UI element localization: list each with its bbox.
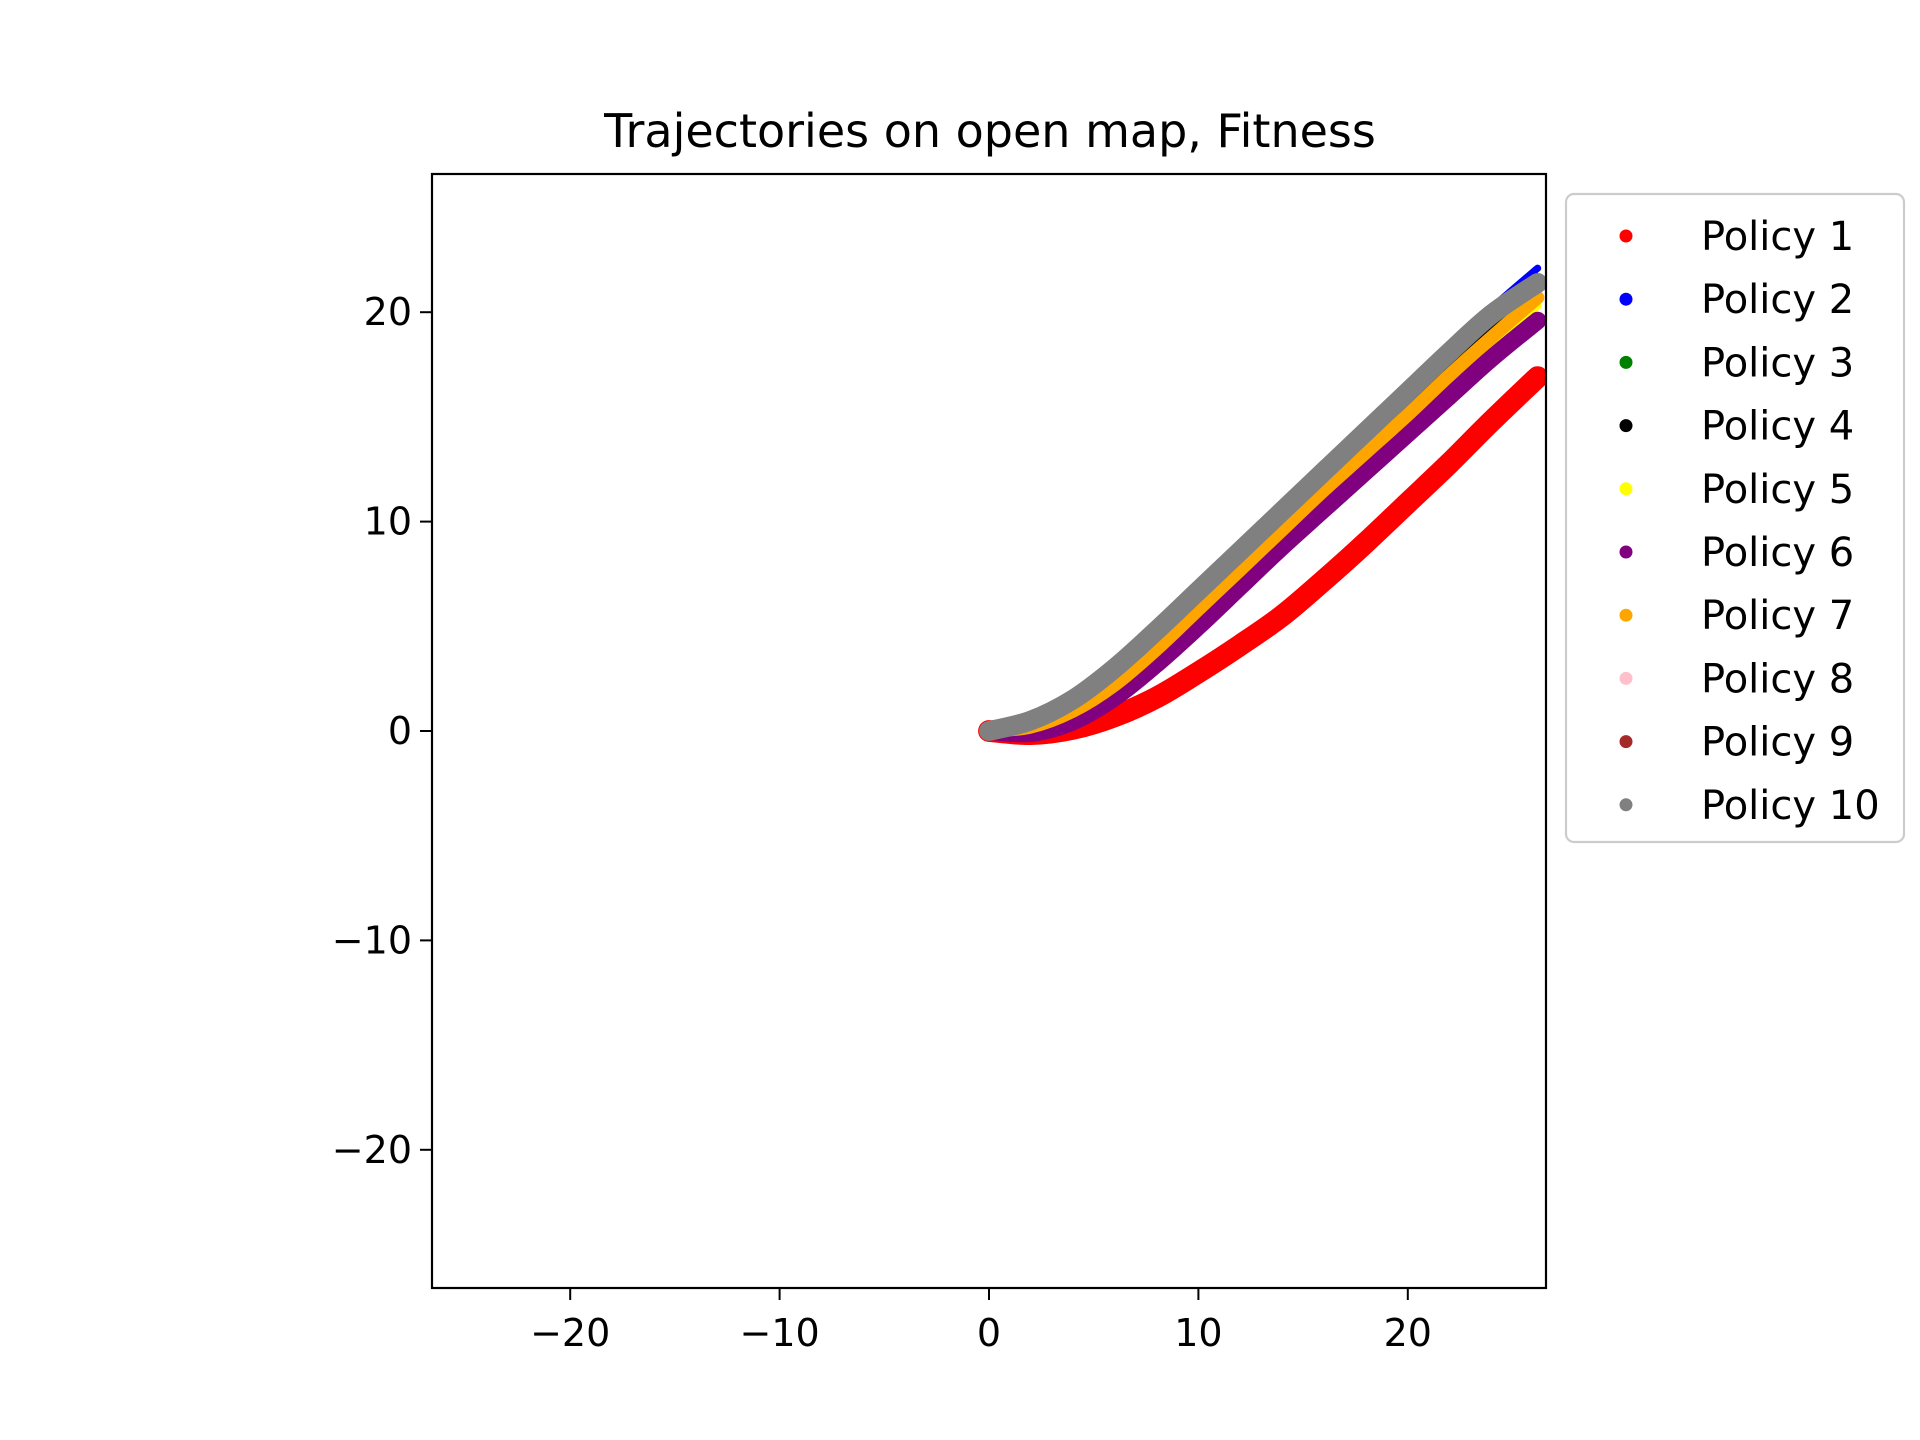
legend-label: Policy 10 bbox=[1701, 783, 1880, 829]
legend-label: Policy 3 bbox=[1701, 340, 1854, 386]
legend-marker bbox=[1619, 735, 1633, 749]
legend: Policy 1 Policy 2 Policy 3 Policy 4 Policy 5… bbox=[1564, 192, 1906, 844]
series-7-trajectory bbox=[982, 290, 1545, 738]
y-tick-label: −20 bbox=[332, 1128, 412, 1172]
y-tick-label: 10 bbox=[364, 500, 412, 544]
legend-label: Policy 1 bbox=[1701, 214, 1854, 260]
legend-marker bbox=[1619, 419, 1633, 433]
series-6-trajectory bbox=[980, 311, 1546, 743]
legend-label: Policy 7 bbox=[1701, 593, 1854, 639]
legend-marker bbox=[1619, 798, 1633, 812]
y-tick-label: 20 bbox=[364, 290, 412, 334]
legend-marker bbox=[1619, 229, 1633, 243]
legend-box bbox=[1564, 192, 1906, 844]
legend-label: Policy 2 bbox=[1701, 277, 1854, 323]
legend-label: Policy 4 bbox=[1701, 404, 1854, 450]
x-tick-label: 0 bbox=[977, 1311, 1001, 1355]
x-tick-label: −20 bbox=[530, 1311, 610, 1355]
legend-marker bbox=[1619, 482, 1633, 496]
legend-marker bbox=[1619, 608, 1633, 622]
y-tick-label: 0 bbox=[388, 709, 412, 753]
axes: −20 −10 0 10 20 −20 −10 0 10 20 bbox=[332, 172, 1548, 1355]
legend-label: Policy 9 bbox=[1701, 720, 1854, 766]
legend-label: Policy 6 bbox=[1701, 530, 1854, 576]
y-tick-label: −10 bbox=[332, 918, 412, 962]
plot-area bbox=[978, 264, 1546, 746]
x-tick-label: 10 bbox=[1174, 1311, 1222, 1355]
x-tick-label: 20 bbox=[1384, 1311, 1432, 1355]
chart-title: Trajectories on open map, Fitness bbox=[603, 104, 1376, 158]
series-10-trajectory bbox=[979, 273, 1546, 741]
start-point-marker bbox=[981, 723, 997, 739]
legend-marker bbox=[1619, 355, 1633, 369]
legend-marker bbox=[1619, 545, 1633, 559]
legend-label: Policy 5 bbox=[1701, 467, 1854, 513]
legend-label: Policy 8 bbox=[1701, 656, 1854, 702]
legend-marker bbox=[1619, 671, 1633, 685]
x-tick-label: −10 bbox=[739, 1311, 819, 1355]
legend-marker bbox=[1619, 292, 1633, 306]
